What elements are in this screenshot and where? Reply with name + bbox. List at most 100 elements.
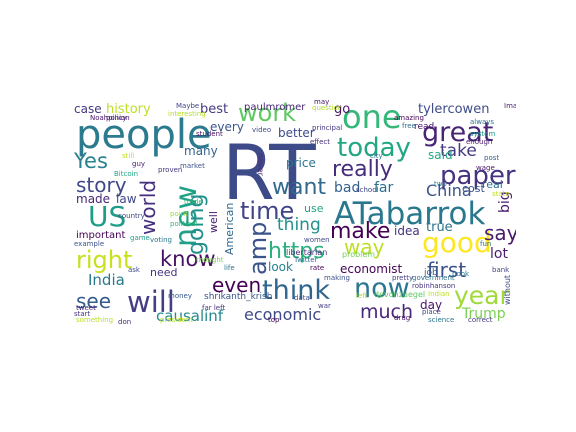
word: making — [324, 274, 350, 282]
word-cloud: RT people ATabarrok one today great pape… — [72, 95, 516, 327]
word: women — [304, 236, 330, 244]
word: day — [420, 298, 443, 312]
word: example — [74, 240, 105, 248]
word: price — [286, 156, 316, 170]
word: thought — [196, 256, 224, 264]
word: today — [337, 133, 411, 163]
word: lot — [490, 246, 508, 262]
word: city — [370, 152, 383, 160]
word: use — [304, 202, 324, 215]
word: https — [268, 239, 325, 264]
word: much — [360, 301, 414, 323]
word: interesting — [168, 110, 206, 118]
word: idea — [394, 224, 420, 238]
word: right — [76, 246, 133, 274]
word: two — [434, 180, 447, 188]
word: time — [240, 197, 295, 225]
word: law — [116, 192, 137, 206]
word: American — [223, 202, 236, 255]
word: policy — [106, 114, 127, 122]
word: robinhanson — [412, 282, 456, 290]
word: case — [74, 102, 102, 116]
word: life — [224, 264, 235, 272]
word: true — [426, 220, 453, 235]
word: Trump — [462, 306, 506, 322]
word: enough — [466, 138, 493, 146]
word: question — [312, 104, 343, 112]
word: China — [426, 181, 472, 200]
word: will — [127, 285, 175, 319]
word: student — [196, 130, 223, 138]
word: drug — [394, 314, 411, 322]
word: good — [422, 226, 492, 259]
word: thing — [277, 215, 321, 235]
word: pretty — [392, 274, 414, 282]
word: one — [342, 98, 402, 136]
word: don — [118, 318, 132, 326]
word: even — [212, 273, 262, 297]
word: school — [356, 186, 379, 194]
word: best — [200, 102, 229, 117]
word: go — [334, 102, 351, 117]
word: money — [168, 292, 192, 300]
word: political — [170, 220, 198, 228]
word: voting — [150, 236, 172, 244]
word: amp — [244, 221, 272, 275]
word: paper — [440, 161, 516, 191]
word: Maybe — [176, 102, 200, 110]
word: wage — [476, 164, 495, 172]
word: better — [278, 126, 315, 140]
word: say — [484, 221, 516, 245]
word: video — [252, 126, 272, 134]
word: Imagine — [504, 102, 516, 110]
word: far left — [202, 304, 226, 312]
word: tylercowen — [418, 102, 490, 117]
word: bank — [492, 266, 510, 274]
word: something — [76, 316, 114, 324]
word: now — [354, 273, 410, 304]
word: make — [330, 219, 391, 244]
word: ATabarrok — [334, 196, 486, 232]
word: Indian — [428, 290, 450, 298]
word: shrikanth_krish — [204, 292, 273, 302]
word: great — [422, 117, 494, 148]
word: Yes — [74, 149, 108, 173]
word: first — [427, 258, 467, 282]
word: important — [76, 230, 126, 241]
word: country — [118, 212, 145, 220]
word: market — [180, 162, 205, 170]
word: government — [412, 274, 455, 282]
word: need — [150, 266, 178, 279]
word: post — [484, 154, 500, 162]
word: bad — [334, 180, 361, 196]
word: look — [268, 260, 293, 274]
word: every — [210, 120, 244, 134]
word: far — [374, 180, 394, 196]
word: correct — [468, 316, 493, 324]
word: story — [76, 173, 127, 197]
word: principal — [312, 124, 343, 132]
word: devonzuegel — [374, 290, 426, 299]
word: people — [76, 112, 212, 158]
word: causalinf — [156, 307, 224, 325]
word: guy — [132, 160, 146, 168]
word: paulmromer — [244, 102, 306, 113]
word: start — [74, 310, 91, 318]
word: economist — [340, 262, 403, 276]
word: amazing — [394, 114, 424, 122]
word: never — [256, 153, 265, 176]
word: may — [314, 98, 330, 106]
word: tweet — [76, 304, 96, 312]
word: game — [130, 234, 150, 242]
word: place — [422, 308, 441, 316]
word: Bitcoin — [114, 170, 139, 178]
word: job — [424, 268, 438, 278]
word: India — [88, 271, 125, 289]
word: data — [294, 294, 310, 302]
word: without — [503, 274, 512, 305]
word: always — [470, 118, 495, 126]
word: take — [440, 141, 477, 161]
word: war — [318, 302, 331, 310]
word: top — [268, 316, 280, 324]
word: world — [136, 179, 160, 235]
